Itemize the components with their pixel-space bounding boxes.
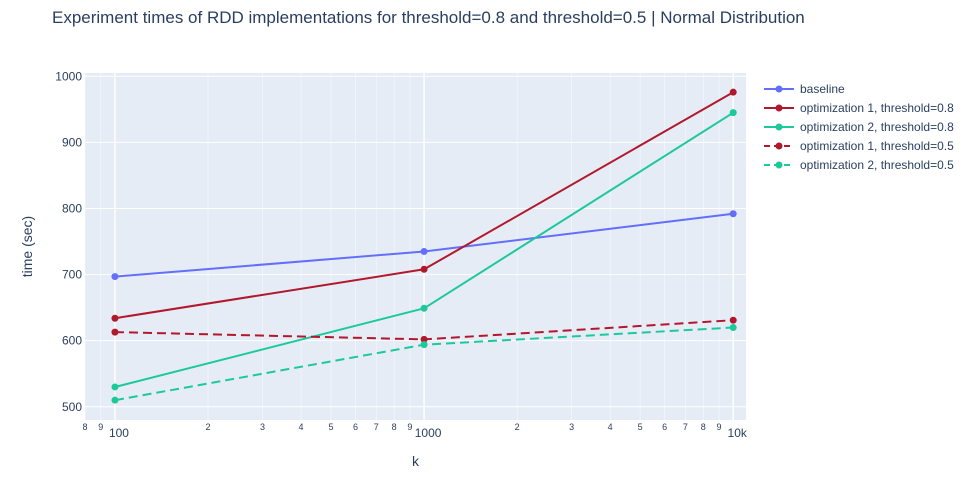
data-point	[729, 109, 737, 117]
x-minor-tick-label: 9	[407, 422, 412, 432]
plot-area	[85, 73, 746, 420]
legend-swatch-marker	[775, 104, 783, 112]
x-minor-tick-label: 5	[638, 422, 643, 432]
legend-label: optimization 1, threshold=0.8	[800, 101, 954, 115]
data-point	[111, 383, 119, 391]
x-minor-tick-label: 2	[515, 422, 520, 432]
legend-label: baseline	[800, 82, 845, 96]
x-minor-tick-label: 6	[353, 422, 358, 432]
series	[111, 323, 737, 404]
legend-swatch-marker	[775, 161, 783, 169]
legend-item: optimization 1, threshold=0.8	[764, 101, 954, 115]
x-minor-tick-label: 9	[717, 422, 722, 432]
x-minor-tick-label: 8	[392, 422, 397, 432]
x-minor-tick-label: 3	[260, 422, 265, 432]
legend-label: optimization 2, threshold=0.8	[800, 120, 954, 134]
y-tick-label: 700	[62, 268, 82, 282]
legend-swatch-marker	[775, 123, 783, 131]
x-minor-tick-label: 4	[608, 422, 613, 432]
series	[111, 210, 737, 281]
legend-swatch-marker	[775, 142, 783, 150]
y-tick-label: 900	[62, 135, 82, 149]
x-minor-tick-label: 8	[82, 422, 87, 432]
x-minor-tick-label: 9	[98, 422, 103, 432]
legend-item: optimization 2, threshold=0.5	[764, 158, 954, 172]
y-tick-label: 800	[62, 201, 82, 215]
data-point	[111, 328, 119, 336]
data-point	[420, 341, 428, 349]
data-point	[420, 304, 428, 312]
data-point	[420, 335, 428, 343]
series-layer	[111, 88, 737, 404]
series	[111, 88, 737, 322]
legend: baseline optimization 1, threshold=0.8 opt…	[764, 82, 954, 172]
x-minor-tick-label: 4	[299, 422, 304, 432]
x-minor-tick-label: 5	[329, 422, 334, 432]
data-point	[420, 265, 428, 273]
x-tick-label: 10k	[728, 426, 748, 440]
data-point	[729, 316, 737, 324]
legend-item: optimization 1, threshold=0.5	[764, 139, 954, 153]
legend-label: optimization 1, threshold=0.5	[800, 139, 954, 153]
series	[111, 316, 737, 343]
grid-lines	[84, 73, 746, 420]
data-point	[729, 323, 737, 331]
x-minor-tick-label: 6	[662, 422, 667, 432]
x-tick-label: 100	[109, 426, 129, 440]
data-point	[111, 314, 119, 322]
legend-item: baseline	[764, 82, 845, 96]
x-minor-tick-label: 8	[701, 422, 706, 432]
y-tick-label: 600	[62, 334, 82, 348]
y-tick-label: 500	[62, 400, 82, 414]
legend-swatch-marker	[775, 85, 783, 93]
data-point	[111, 396, 119, 404]
x-minor-tick-label: 3	[569, 422, 574, 432]
x-minor-tick-label: 7	[683, 422, 688, 432]
x-axis-title: k	[412, 453, 420, 469]
x-tick-label: 1000	[415, 426, 442, 440]
y-axis-title: time (sec)	[19, 216, 35, 277]
y-tick-label: 1000	[55, 69, 82, 83]
legend-item: optimization 2, threshold=0.8	[764, 120, 954, 134]
x-minor-tick-label: 2	[206, 422, 211, 432]
x-minor-tick-label: 7	[374, 422, 379, 432]
chart-title: Experiment times of RDD implementations …	[52, 8, 805, 27]
legend-label: optimization 2, threshold=0.5	[800, 158, 954, 172]
y-axis-ticks: 500 600 700 800 900 1000	[55, 69, 82, 413]
data-point	[729, 88, 737, 96]
data-point	[420, 247, 428, 255]
data-point	[729, 210, 737, 218]
series	[111, 109, 737, 391]
data-point	[111, 273, 119, 281]
